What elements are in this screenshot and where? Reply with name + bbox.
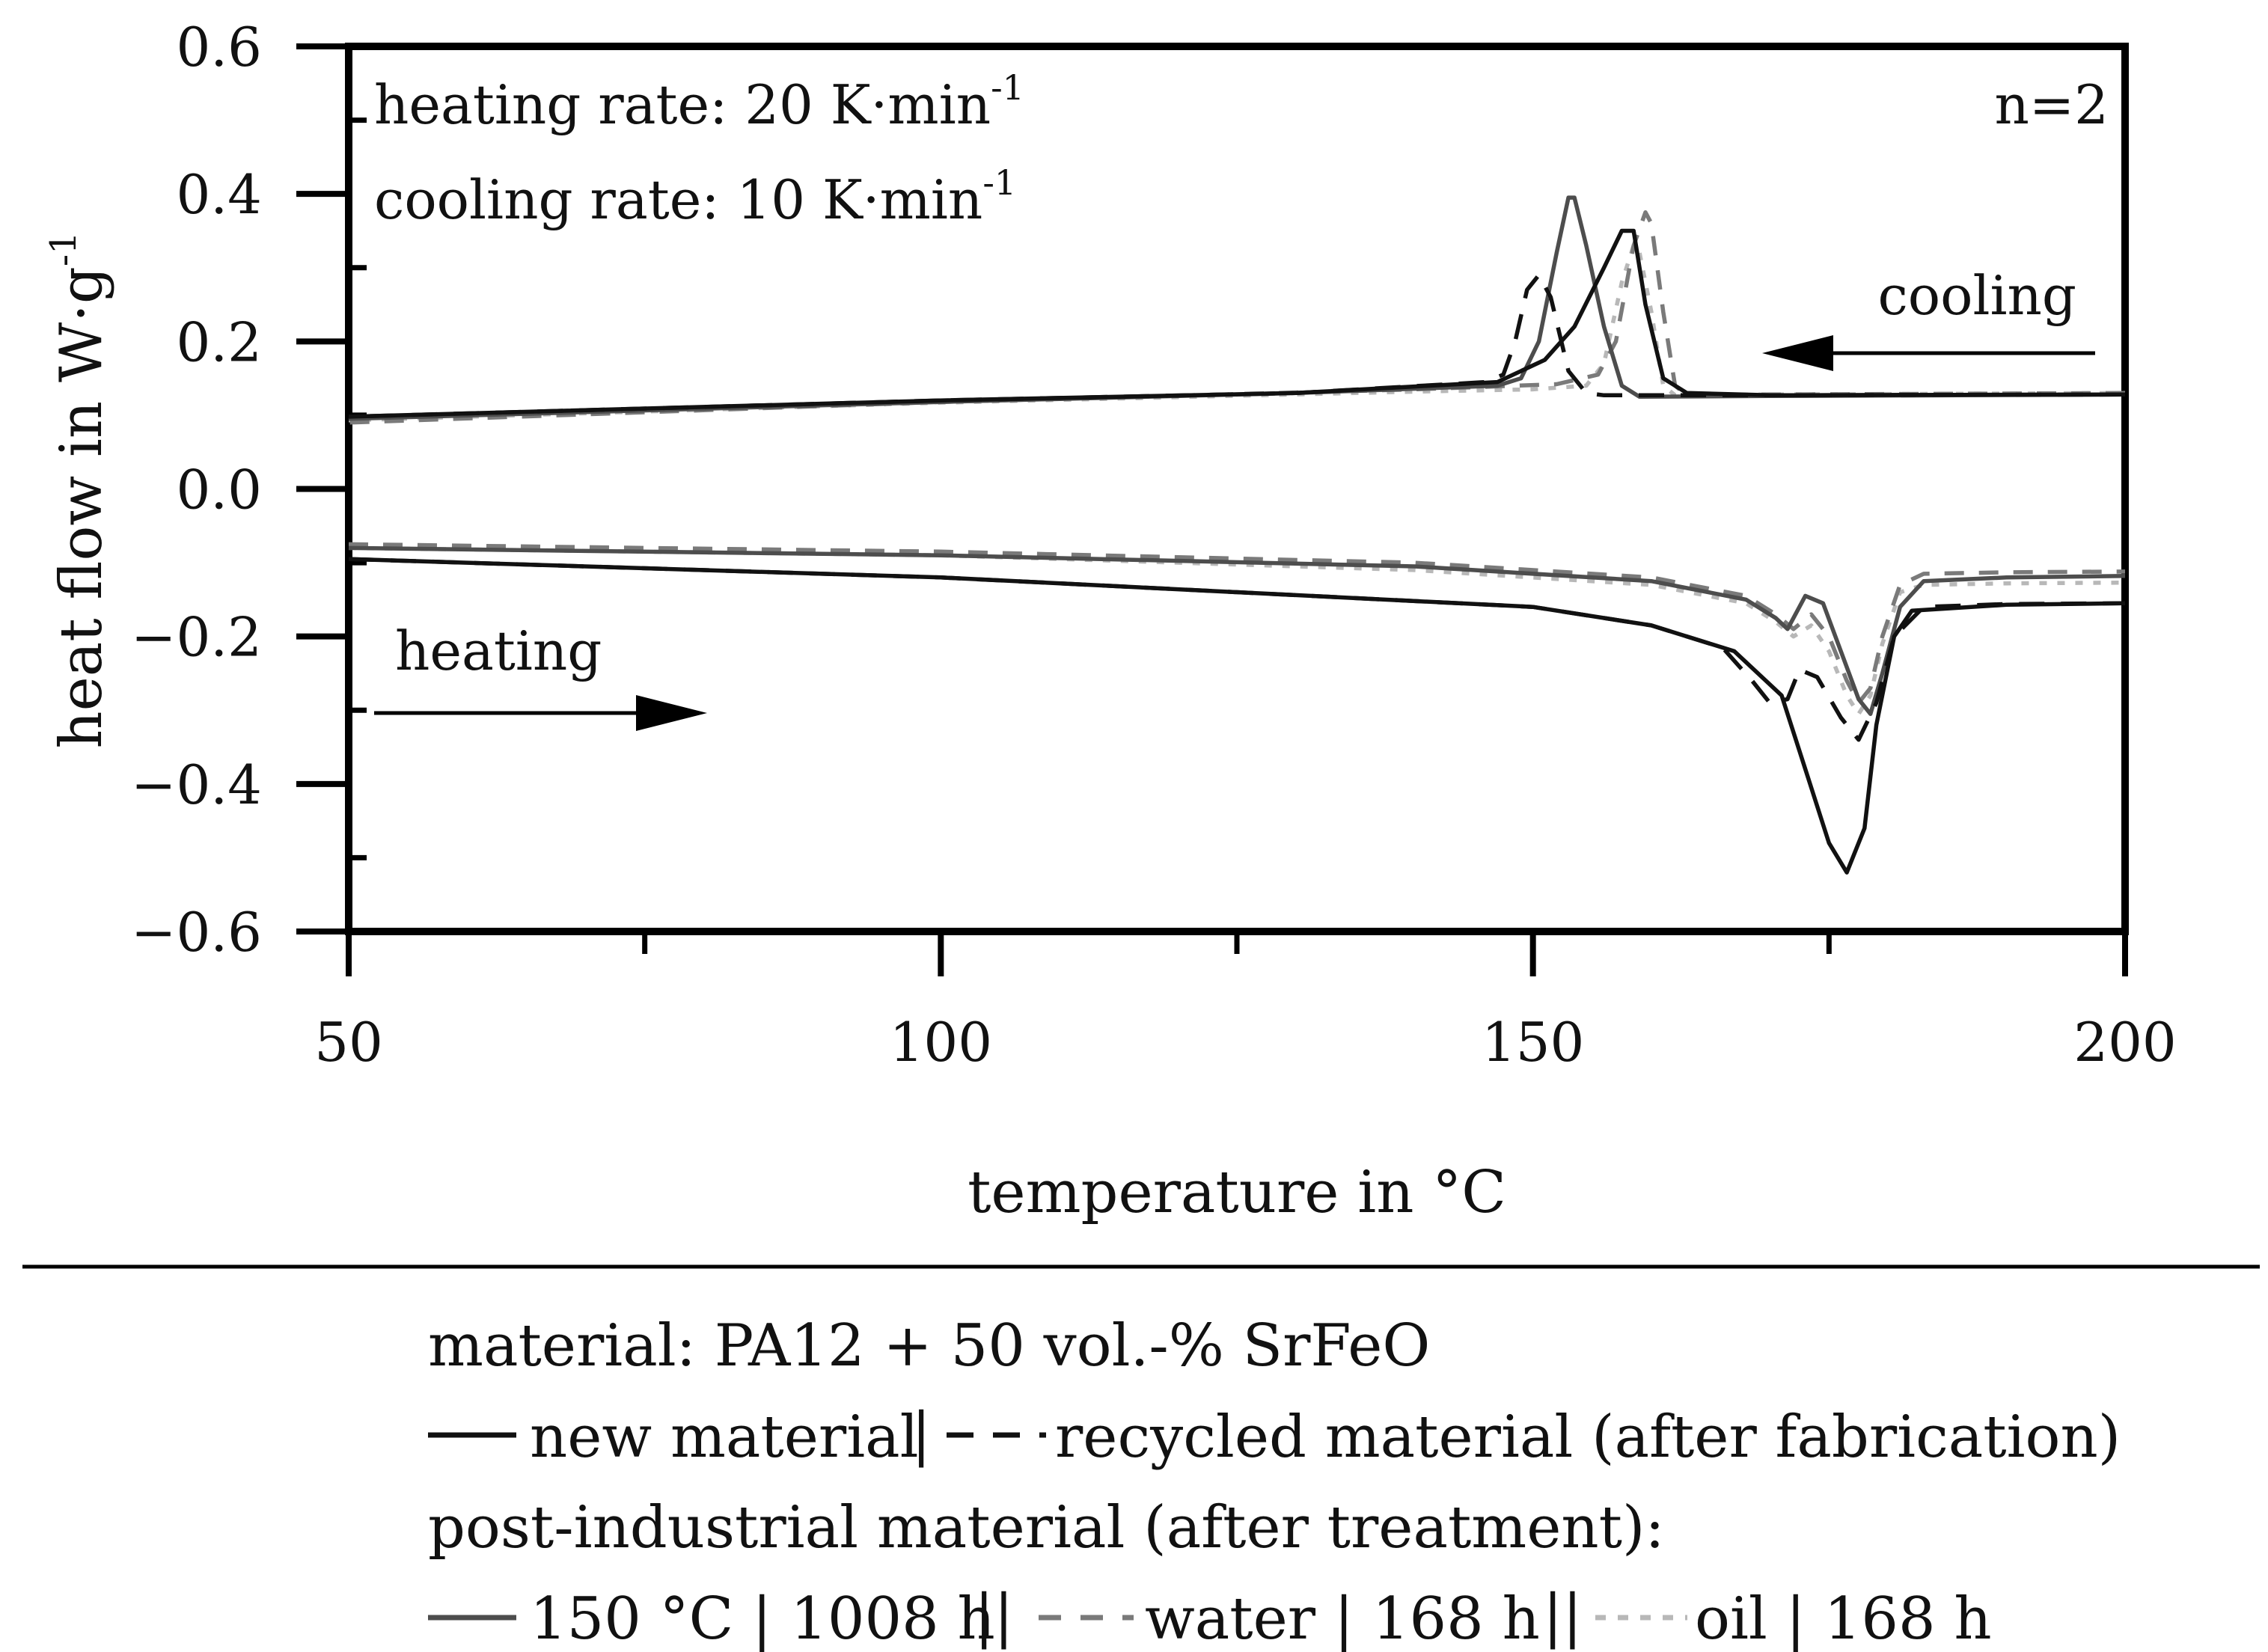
cooling-arrow-icon: [1762, 335, 2095, 371]
data-series: [348, 195, 2126, 875]
legend-water-label: water | 168 h: [1145, 1585, 1540, 1652]
series-line-oil-168-h-heating: [348, 545, 2126, 716]
heating-arrow-icon: [374, 695, 707, 731]
y-axis-label: heat flow in W·g-1: [43, 231, 115, 748]
legend-sep-2: ||: [974, 1582, 1014, 1650]
x-tick-label: 200: [2073, 1011, 2176, 1074]
heating-rate-sup: -1: [991, 67, 1024, 108]
heating-rate-text: heating rate: 20 K·min: [374, 73, 991, 136]
x-axis-label: temperature in °C: [968, 1159, 1506, 1226]
y-tick-label: −0.2: [131, 606, 262, 669]
y-tick-label: 0.0: [176, 459, 262, 521]
axis-tick-labels: 0.6 0.4 0.2 0.0 −0.2 −0.4 −0.6 50 100 150 200: [131, 16, 2177, 1074]
legend-recycled-label: recycled material (after fabrication): [1055, 1404, 2121, 1471]
x-tick-label: 100: [890, 1011, 992, 1074]
legend-new-label: new material: [530, 1404, 919, 1471]
y-tick-label: −0.6: [131, 901, 262, 964]
legend-sep-1: |: [911, 1401, 931, 1468]
series-line-water-168-h-cooling: [348, 210, 2126, 425]
legend: material: PA12 + 50 vol.-% SrFeO new mat…: [428, 1312, 2121, 1652]
x-tick-label: 50: [314, 1011, 383, 1074]
legend-post-industrial: post-industrial material (after treatmen…: [428, 1494, 1665, 1561]
y-tick-label: 0.2: [176, 310, 262, 373]
y-axis-label-main: heat flow in W·g: [48, 266, 115, 748]
cooling-rate-label: cooling rate: 10 K·min-1: [374, 162, 1016, 231]
series-line-150-c-1008-h-heating: [348, 545, 2126, 716]
heating-rate-label: heating rate: 20 K·min-1: [374, 67, 1024, 136]
cooling-rate-sup: -1: [982, 162, 1016, 203]
y-tick-label: −0.4: [131, 753, 262, 816]
y-axis-label-sup: -1: [43, 231, 85, 266]
series-line-recycled-material-after-fabrication--cooling: [348, 272, 2126, 419]
y-tick-label: 0.6: [176, 16, 262, 79]
heating-label: heating: [395, 620, 602, 682]
n-label: n=2: [1994, 73, 2109, 136]
legend-material: material: PA12 + 50 vol.-% SrFeO: [428, 1312, 1430, 1380]
series-line-new-material-cooling: [348, 228, 2126, 419]
legend-150c-label: 150 °C | 1008 h: [530, 1585, 995, 1652]
legend-oil-label: oil | 168 h: [1695, 1585, 1992, 1652]
legend-sep-3: ||: [1543, 1582, 1583, 1650]
series-line-oil-168-h-cooling: [348, 243, 2126, 423]
cooling-label: cooling: [1877, 264, 2076, 327]
series-line-new-material-heating: [348, 557, 2126, 875]
x-tick-label: 150: [1482, 1011, 1584, 1074]
cooling-rate-text: cooling rate: 10 K·min: [374, 168, 982, 231]
y-tick-label: 0.4: [176, 163, 262, 226]
